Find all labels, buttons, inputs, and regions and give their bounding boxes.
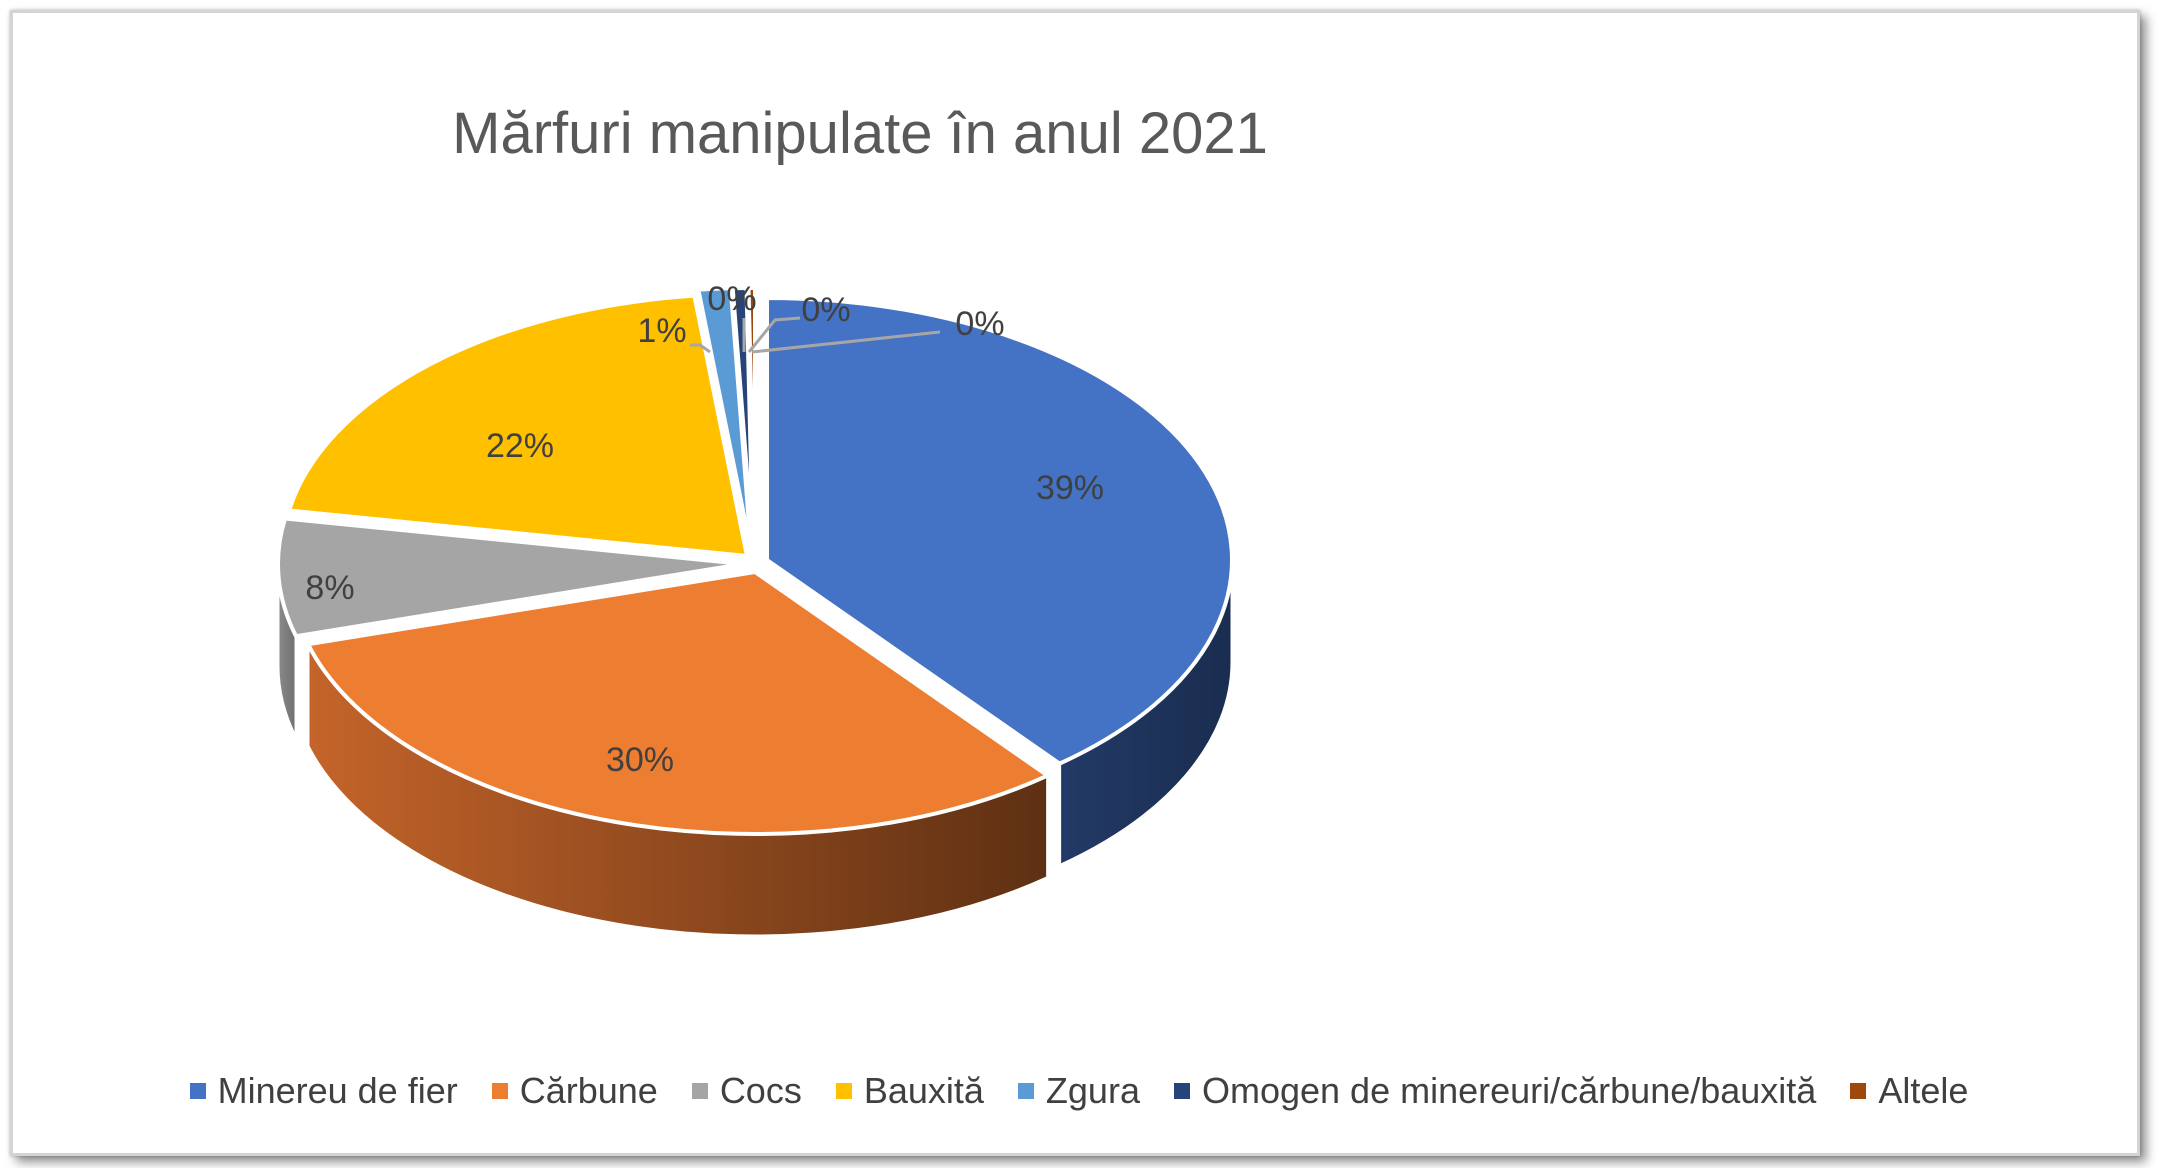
legend-item: Zgura [1017,1070,1140,1112]
legend-label: Altele [1878,1070,1969,1111]
pie-slice-altele [746,285,757,551]
data-label: 22% [486,427,554,465]
pie-slice-carbune [304,569,1052,836]
pie-slice-omogen [730,286,755,551]
data-label: 0% [955,305,1004,343]
leader-line [751,330,941,354]
legend-swatch [835,1083,852,1099]
legend-label: Cocs [719,1070,802,1111]
legend-item: Cocs [691,1070,802,1112]
leader-line [690,343,711,354]
legend-label: Cărbune [519,1070,658,1111]
data-label: 8% [305,569,354,607]
pie-slice-bauxita [286,293,750,559]
legend-swatch [491,1083,508,1099]
legend-swatch [1850,1083,1867,1099]
legend-item: Minereu de fier [189,1070,458,1112]
pie-slice-zgura [695,286,753,551]
legend-label: Minereu de fier [217,1070,458,1111]
pie-slice-cocs [276,516,744,639]
legend-swatch [189,1083,206,1099]
data-label: 0% [801,291,850,329]
data-label: 0% [707,280,756,318]
legend-item: Altele [1850,1070,1968,1112]
leader-line [747,316,801,353]
legend-item: Omogen de minereuri/cărbune/bauxită [1173,1070,1817,1112]
legend-item: Cărbune [491,1070,658,1112]
data-label: 1% [637,312,686,350]
legend-swatch [1017,1083,1034,1099]
legend-swatch [691,1083,708,1099]
data-label: 39% [1036,469,1104,507]
legend: Minereu de fier Cărbune Cocs Bauxită Zgura Om… [0,1070,2158,1112]
chart-title: Mărfuri manipulate în anul 2021 [452,101,1268,166]
legend-item: Bauxită [835,1070,984,1112]
legend-swatch [1173,1083,1190,1099]
pie-slice-minereu-de-fier [765,295,1234,766]
legend-label: Omogen de minereuri/cărbune/bauxită [1201,1070,1817,1111]
legend-label: Zgura [1045,1070,1140,1111]
data-label: 30% [606,741,674,779]
legend-label: Bauxită [863,1070,984,1111]
